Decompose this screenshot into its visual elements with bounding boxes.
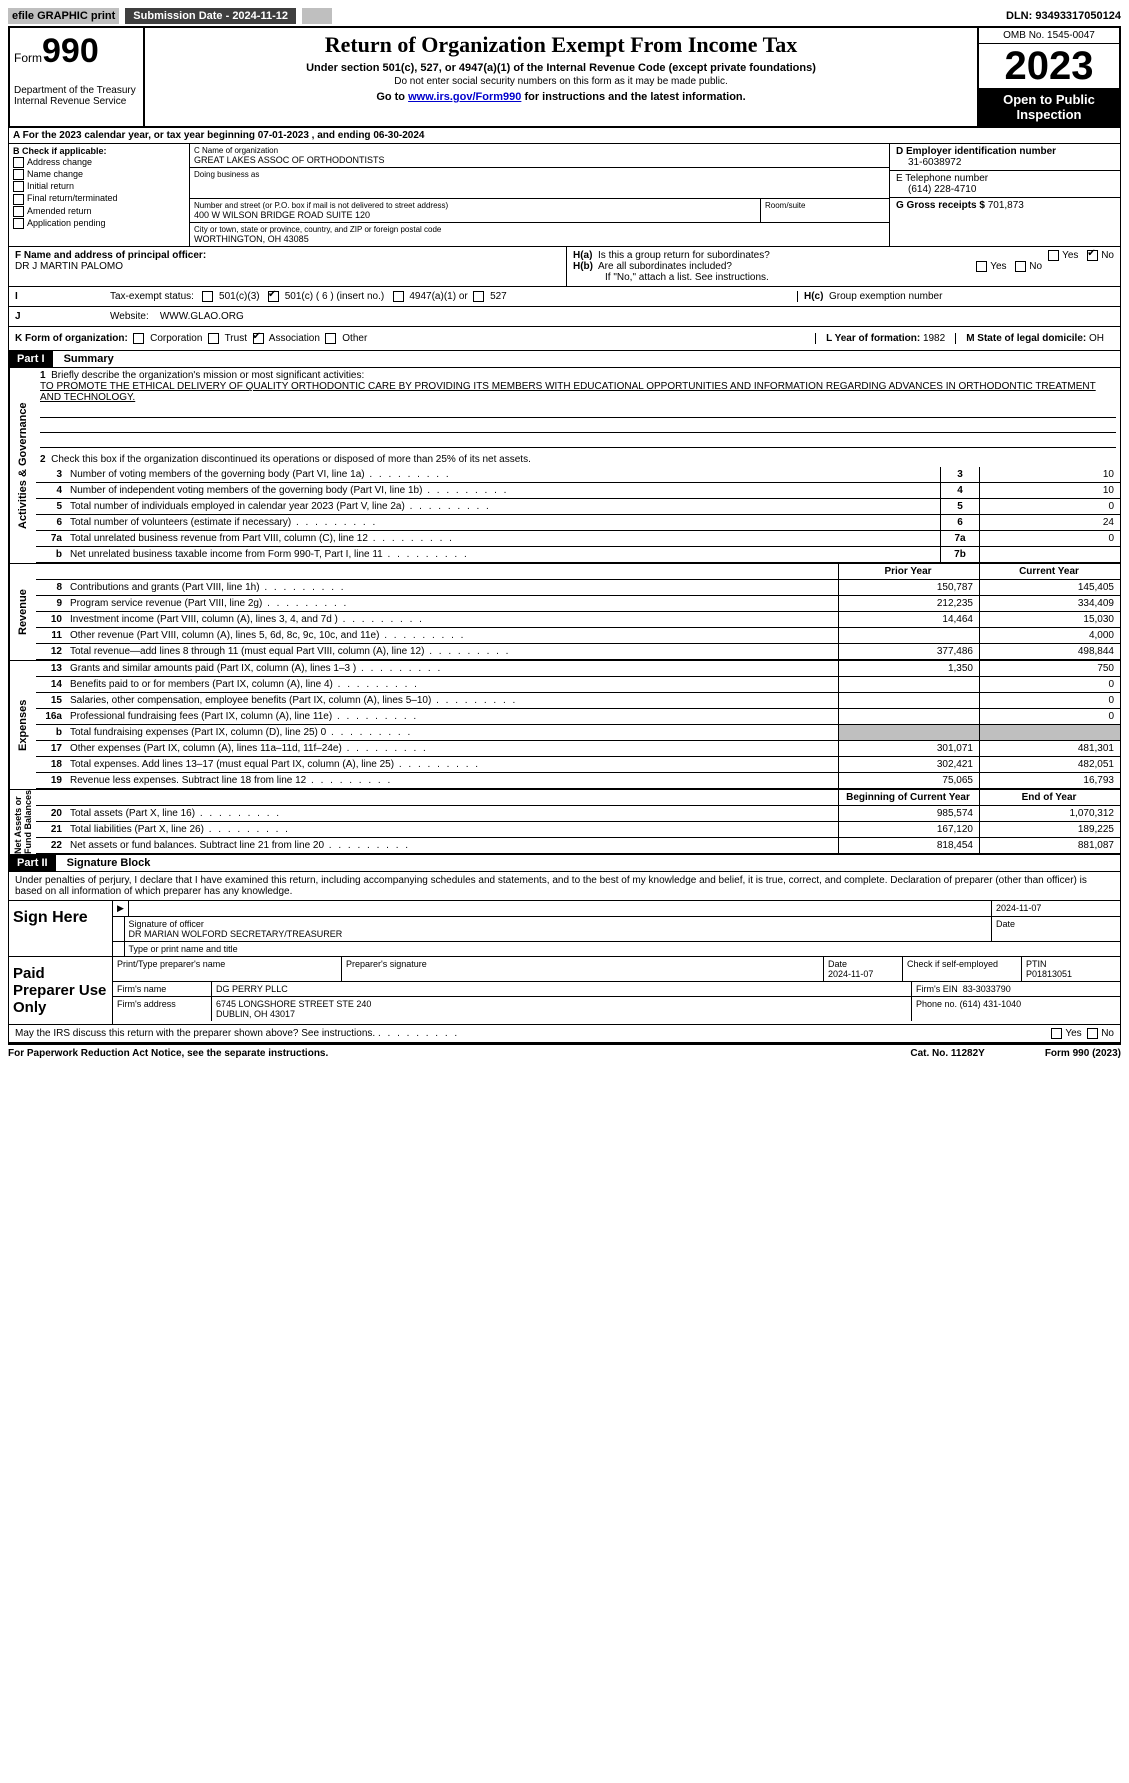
irs-link[interactable]: www.irs.gov/Form990 (408, 91, 521, 103)
line-a: A For the 2023 calendar year, or tax yea… (8, 128, 1121, 144)
discuss-yes[interactable] (1051, 1028, 1062, 1039)
ssn-note: Do not enter social security numbers on … (151, 76, 971, 87)
part-1-header: Part I Summary (8, 351, 1121, 368)
ha-no[interactable] (1087, 250, 1098, 261)
b-check[interactable] (13, 194, 24, 205)
4947-check[interactable] (393, 291, 404, 302)
page-footer: For Paperwork Reduction Act Notice, see … (8, 1043, 1121, 1059)
principal-officer: DR J MARTIN PALOMO (15, 261, 123, 272)
form-subtitle: Under section 501(c), 527, or 4947(a)(1)… (151, 62, 971, 74)
k-other[interactable] (325, 333, 336, 344)
department: Department of the Treasury Internal Reve… (14, 85, 139, 107)
website: WWW.GLAO.ORG (160, 311, 244, 322)
b-check[interactable] (13, 169, 24, 180)
open-to-public: Open to Public Inspection (979, 88, 1119, 126)
k-trust[interactable] (208, 333, 219, 344)
hb-no[interactable] (1015, 261, 1026, 272)
501c-check[interactable] (268, 291, 279, 302)
b-check[interactable] (13, 181, 24, 192)
org-name: GREAT LAKES ASSOC OF ORTHODONTISTS (194, 155, 885, 165)
ein: 31-6038972 (896, 157, 1114, 168)
perjury-declaration: Under penalties of perjury, I declare th… (8, 872, 1121, 901)
firm-address: 6745 LONGSHORE STREET STE 240 (216, 999, 371, 1009)
section-d-e-g: D Employer identification number 31-6038… (890, 144, 1120, 246)
year-formation: 1982 (923, 333, 945, 344)
form-header: Form990 Department of the Treasury Inter… (8, 26, 1121, 128)
527-check[interactable] (473, 291, 484, 302)
sig-date: 2024-11-07 (992, 901, 1120, 916)
signature-block: Sign Here ▶ 2024-11-07 Signature of offi… (8, 901, 1121, 1043)
section-c: C Name of organization GREAT LAKES ASSOC… (190, 144, 890, 246)
efile-label[interactable]: efile GRAPHIC print (8, 8, 119, 24)
501c3-check[interactable] (202, 291, 213, 302)
street-address: 400 W WILSON BRIDGE ROAD SUITE 120 (194, 210, 756, 220)
telephone: (614) 228-4710 (896, 184, 1114, 195)
firm-ein: 83-3033790 (963, 984, 1011, 994)
ha-yes[interactable] (1048, 250, 1059, 261)
revenue-section: Revenue Prior YearCurrent Year8Contribut… (8, 564, 1121, 661)
gross-receipts: 701,873 (988, 200, 1024, 211)
form-title: Return of Organization Exempt From Incom… (151, 32, 971, 58)
expenses-section: Expenses 13Grants and similar amounts pa… (8, 661, 1121, 790)
activities-governance: Activities & Governance 1 Briefly descri… (8, 368, 1121, 564)
section-b: B Check if applicable: Address changeNam… (9, 144, 190, 246)
top-bar: efile GRAPHIC print Submission Date - 20… (8, 8, 1121, 24)
firm-name: DG PERRY PLLC (212, 982, 912, 996)
tax-year: 2023 (979, 44, 1119, 88)
form-number: Form990 (14, 32, 139, 71)
part-2-header: Part II Signature Block (8, 855, 1121, 872)
submission-date: Submission Date - 2024-11-12 (125, 8, 296, 24)
firm-phone: (614) 431-1040 (960, 999, 1022, 1009)
officer-name: DR MARIAN WOLFORD SECRETARY/TREASURER (129, 929, 343, 939)
f-h-block: F Name and address of principal officer:… (8, 247, 1121, 351)
mission-text: TO PROMOTE THE ETHICAL DELIVERY OF QUALI… (40, 381, 1096, 403)
b-check[interactable] (13, 157, 24, 168)
k-corp[interactable] (133, 333, 144, 344)
hb-yes[interactable] (976, 261, 987, 272)
city-state-zip: WORTHINGTON, OH 43085 (194, 234, 885, 244)
goto-line: Go to www.irs.gov/Form990 for instructio… (151, 91, 971, 103)
b-check[interactable] (13, 206, 24, 217)
omb-number: OMB No. 1545-0047 (979, 28, 1119, 44)
arrow-icon: ▶ (113, 901, 129, 916)
state-domicile: OH (1089, 333, 1104, 344)
spacer (302, 8, 332, 24)
dln: DLN: 93493317050124 (1006, 10, 1121, 22)
b-check[interactable] (13, 218, 24, 229)
entity-block: B Check if applicable: Address changeNam… (8, 144, 1121, 247)
net-assets-section: Net Assets or Fund Balances Beginning of… (8, 790, 1121, 855)
discuss-no[interactable] (1087, 1028, 1098, 1039)
ptin: P01813051 (1026, 969, 1072, 979)
k-assoc[interactable] (253, 333, 264, 344)
